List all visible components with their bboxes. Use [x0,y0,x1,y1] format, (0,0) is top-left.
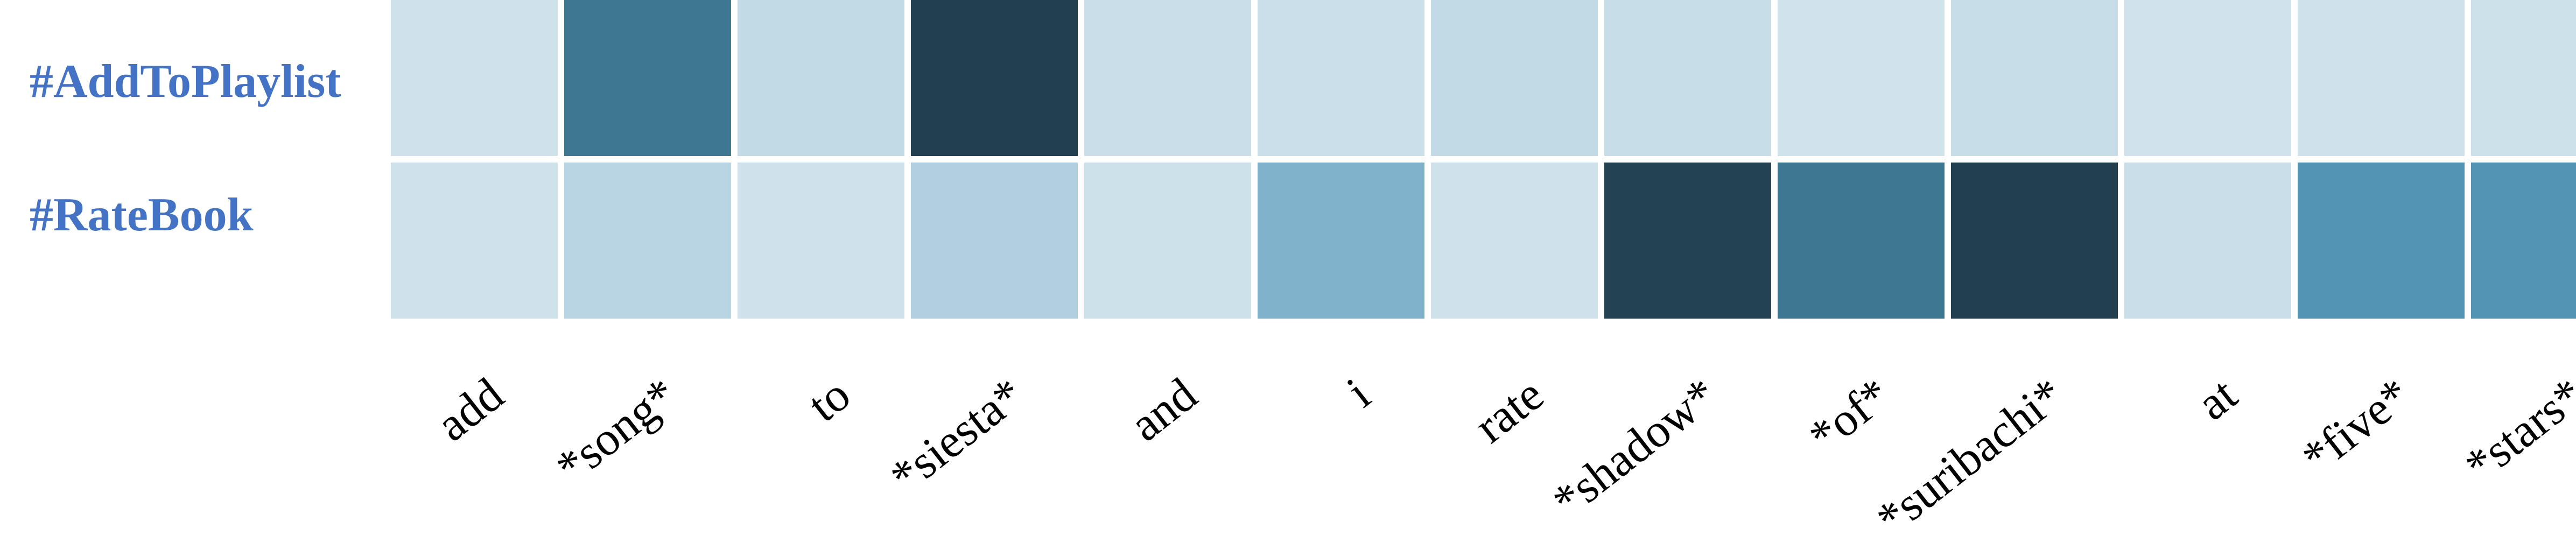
column-label: *song* [546,368,686,493]
heatmap-cell [1951,163,2118,319]
column-label: *stars* [2455,368,2576,492]
heatmap-cell [1084,0,1251,156]
heatmap-cell [1778,0,1945,156]
heatmap-cell [1951,0,2118,156]
heatmap-cell [738,0,904,156]
heatmap-cell [2124,0,2291,156]
column-label: *siesta* [881,368,1033,503]
row-labels: #AddToPlaylist #RateBook [30,55,341,241]
heatmap-cell [1258,0,1424,156]
heatmap-cell [1258,163,1424,319]
column-label: *suribachi* [1867,368,2073,545]
heatmap-cell [1778,163,1945,319]
heatmap-cell [2298,163,2465,319]
heatmap-cell [911,0,1078,156]
heatmap-cell [391,0,558,156]
column-label: *five* [2292,368,2420,484]
heatmap-cell [564,0,731,156]
column-label: and [1120,368,1206,452]
column-label: *shadow* [1543,368,1726,527]
column-labels: add *song* to *siesta* and i rate*shadow* *of**… [427,368,2576,545]
heatmap-cell [2124,163,2291,319]
column-label: add [427,368,513,452]
heatmap-cell [1084,163,1251,319]
heatmap-cell [1604,163,1771,319]
column-label: i [1337,368,1380,417]
heatmap-cells [391,0,2576,319]
heatmap-cell [391,163,558,319]
row-label: #RateBook [30,189,254,241]
heatmap-cell [1431,0,1598,156]
heatmap-cell [1604,0,1771,156]
column-label: at [2188,368,2247,431]
heatmap-cell [2471,0,2576,156]
column-label: to [799,368,860,432]
column-label: *of* [1799,368,1900,463]
heatmap-cell [2298,0,2465,156]
heatmap-cell [2471,163,2576,319]
heatmap-cell [564,163,731,319]
heatmap-cell [1431,163,1598,319]
column-label: rate [1465,368,1554,453]
heatmap-cell [911,163,1078,319]
row-label: #AddToPlaylist [30,55,341,108]
heatmap-cell [738,163,904,319]
